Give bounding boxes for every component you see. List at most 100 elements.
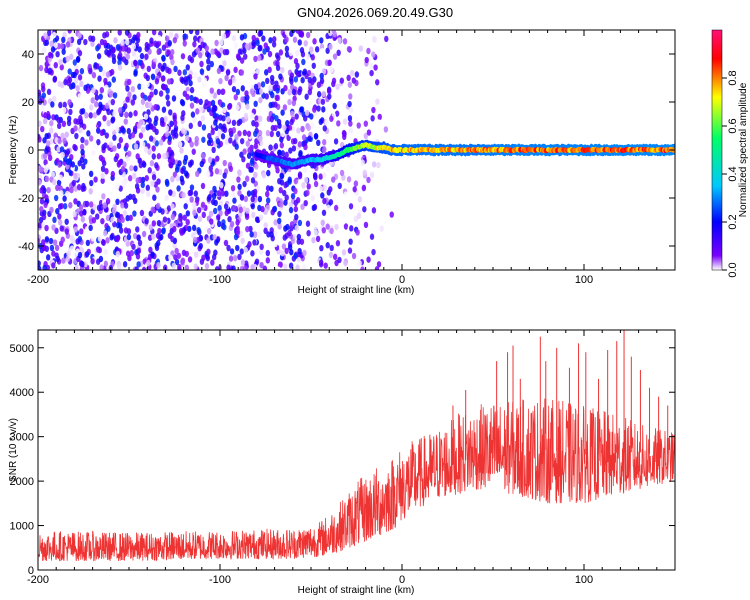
- spectrogram-noise-cell: [44, 66, 49, 74]
- spectrogram-noise-cell: [183, 76, 188, 83]
- spectrogram-noise-cell: [265, 185, 271, 192]
- spectrogram-noise-cell: [94, 94, 100, 101]
- spectrogram-noise-cell: [136, 122, 142, 130]
- spectrogram-noise-cell: [196, 206, 202, 214]
- spectrogram-noise-cell: [209, 60, 214, 68]
- spectrogram-noise-cell: [61, 257, 66, 264]
- spectrogram-noise-cell: [348, 132, 353, 140]
- spectrogram-noise-cell: [74, 132, 79, 140]
- spectrogram-noise-cell: [192, 236, 198, 244]
- spectrogram-noise-cell: [343, 67, 348, 74]
- spectrogram-noise-cell: [105, 71, 111, 78]
- spectrogram-noise-cell: [112, 92, 118, 99]
- spectrogram-noise-cell: [196, 226, 201, 234]
- spectrogram-noise-cell: [83, 260, 88, 268]
- spectrogram-noise-cell: [74, 191, 79, 198]
- spectrogram-noise-cell: [99, 86, 105, 94]
- spectrogram-noise-cell: [140, 141, 146, 148]
- spectrogram-noise-cell: [246, 190, 252, 197]
- spectrogram-noise-cell: [372, 35, 377, 43]
- spectrogram-noise-cell: [282, 124, 287, 131]
- spectrogram-noise-cell: [269, 231, 274, 238]
- spectrogram-noise-cell: [360, 266, 365, 270]
- spectrogram-noise-cell: [180, 167, 185, 175]
- spectrogram-noise-cell: [279, 201, 284, 208]
- spectrogram-noise-cell: [193, 251, 199, 258]
- x-tick-label: 0: [399, 274, 405, 286]
- spectrogram-noise-cell: [189, 94, 194, 102]
- spectrogram-noise-cell: [168, 31, 174, 38]
- spectrogram-noise-cell: [91, 72, 97, 79]
- spectrogram-noise-cell: [41, 85, 46, 93]
- spectrogram-noise-cell: [351, 252, 357, 260]
- spectrogram-noise-cell: [237, 183, 242, 191]
- spectrogram-noise-cell: [90, 40, 95, 47]
- spectrogram-noise-cell: [45, 254, 51, 261]
- spectrogram-noise-cell: [130, 85, 136, 93]
- spectrogram-noise-cell: [295, 264, 300, 270]
- spectrogram-noise-cell: [70, 71, 76, 79]
- spectrogram-noise-cell: [302, 166, 308, 173]
- spectrogram-noise-cell: [341, 249, 347, 256]
- spectrogram-noise-cell: [210, 128, 215, 136]
- x-tick-label: 0: [399, 574, 405, 586]
- spectrogram-noise-cell: [140, 181, 145, 189]
- spectrogram-noise-cell: [113, 155, 119, 163]
- spectrogram-noise-cell: [174, 258, 180, 266]
- spectrogram-noise-cell: [228, 137, 233, 144]
- spectrogram-noise-cell: [124, 38, 130, 46]
- spectrogram-noise-cell: [206, 248, 211, 256]
- spectrogram-noise-cell: [291, 99, 297, 107]
- spectrogram-noise-cell: [224, 209, 229, 217]
- spectrogram-noise-cell: [205, 254, 211, 262]
- spectrogram-noise-cell: [233, 94, 238, 101]
- spectrogram-noise-cell: [288, 206, 294, 214]
- spectrogram-noise-cell: [162, 152, 167, 160]
- spectrogram-noise-cell: [137, 46, 142, 53]
- spectrogram-noise-cell: [40, 125, 45, 133]
- spectrogram-noise-cell: [204, 45, 209, 52]
- spectrogram-noise-cell: [47, 154, 53, 162]
- spectrogram-noise-cell: [178, 141, 183, 148]
- spectrogram-noise-cell: [200, 152, 206, 159]
- spectrogram-noise-cell: [41, 92, 47, 99]
- spectrogram-noise-cell: [54, 244, 60, 252]
- spectrogram-noise-cell: [258, 96, 263, 104]
- spectrogram-noise-cell: [305, 189, 310, 197]
- spectrogram-noise-cell: [43, 166, 48, 174]
- spectrogram-noise-cell: [96, 127, 101, 134]
- spectrogram-noise-cell: [44, 72, 49, 79]
- spectrogram-noise-cell: [51, 95, 57, 103]
- spectrogram-noise-cell: [57, 235, 62, 242]
- spectrogram-noise-cell: [128, 214, 133, 222]
- spectrogram-noise-cell: [192, 209, 197, 216]
- spectrogram-noise-cell: [55, 255, 60, 263]
- spectrogram-noise-cell: [124, 30, 130, 36]
- spectrogram-noise-cell: [319, 72, 324, 80]
- spectrogram-noise-cell: [150, 206, 156, 213]
- spectrogram-noise-cell: [141, 266, 147, 270]
- spectrogram-noise-cell: [115, 126, 120, 133]
- spectrogram-noise-cell: [97, 235, 103, 242]
- spectrogram-noise-cell: [171, 262, 176, 270]
- spectrogram-noise-cell: [348, 120, 353, 127]
- spectrogram-noise-cell: [301, 182, 306, 189]
- spectrogram-noise-cell: [254, 121, 259, 128]
- spectrogram-noise-cell: [321, 209, 327, 216]
- spectrogram-noise-cell: [189, 102, 195, 109]
- spectrogram-noise-cell: [75, 84, 80, 92]
- spectrogram-noise-cell: [195, 30, 200, 36]
- spectrogram-noise-cell: [149, 160, 155, 167]
- spectrogram-noise-cell: [277, 177, 282, 185]
- spectrogram-noise-cell: [46, 88, 52, 96]
- spectrogram-noise-cell: [76, 184, 82, 191]
- spectrogram-noise-cell: [99, 264, 104, 270]
- spectrogram-noise-cell: [273, 143, 279, 150]
- spectrogram-noise-cell: [172, 237, 178, 245]
- spectrogram-noise-cell: [261, 35, 266, 42]
- spectrogram-noise-cell: [261, 172, 267, 179]
- spectrogram-noise-cell: [176, 185, 181, 192]
- spectrogram-noise-cell: [239, 57, 245, 64]
- spectrogram-noise-cell: [52, 239, 58, 246]
- spectrogram-noise-cell: [154, 78, 160, 85]
